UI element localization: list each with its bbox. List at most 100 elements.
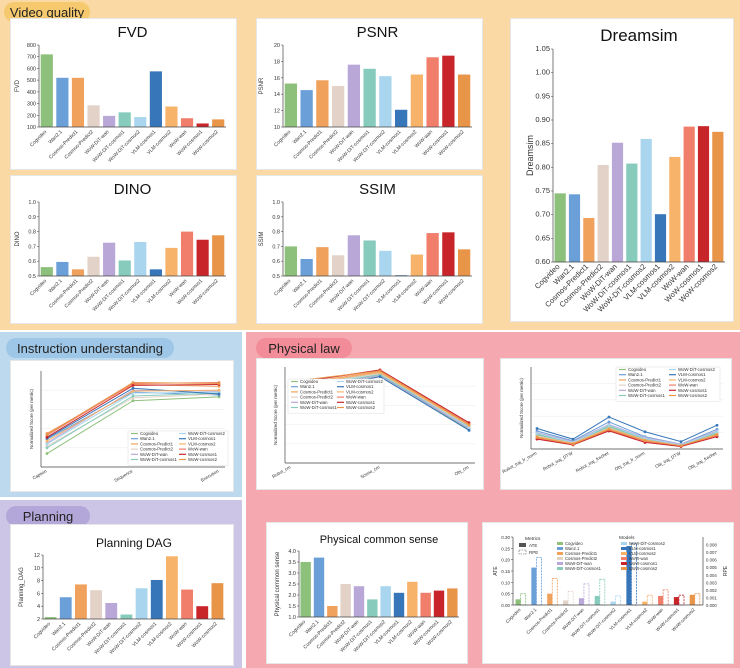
bar-cogvideo: [284, 83, 298, 127]
series-point: [45, 432, 49, 436]
legend-label-rpe: RPE: [529, 550, 538, 555]
x-tick-label: Cogvideo: [288, 619, 307, 638]
bar-cosmos-predict2: [331, 255, 345, 276]
instruction-tag: Instruction understanding: [6, 338, 174, 358]
legend-label: WoW-DiT-wan: [300, 400, 328, 405]
planning-tag: Planning: [6, 506, 90, 526]
bar-vlm-cosmos2: [165, 106, 178, 127]
y-axis-label: Normalized Score (per metric): [29, 388, 34, 449]
x-tick-label: Obj_traj_frechet: [687, 450, 718, 471]
y-tick-label: 0.20: [501, 558, 510, 563]
series-point: [535, 432, 539, 435]
chart-title: DINO: [114, 181, 152, 198]
x-tick-label: Robot_traj_fr_norm: [501, 450, 537, 474]
bar-cogvideo: [40, 54, 53, 127]
y-axis-label: Normalized Score (per metric): [519, 377, 524, 438]
series-point: [45, 444, 49, 448]
legend-label: Cosmos-Predict2: [300, 395, 334, 400]
bar-wow-dit-cosmos1: [120, 614, 133, 619]
legend-label: Wan2.1: [628, 372, 643, 377]
y-tick-label: 2.5: [288, 582, 296, 588]
y-tick-label: 300: [27, 102, 36, 108]
series-point: [643, 439, 647, 443]
legend-label: WoW-DiT-wan: [628, 388, 656, 393]
ate-bar: [578, 598, 584, 605]
series-point: [535, 427, 539, 430]
y-tick-label: 0.6: [272, 259, 280, 265]
series-point: [217, 390, 221, 394]
legend-label: WoW-wan: [629, 556, 649, 561]
x-tick-label: Sequence: [113, 468, 133, 483]
series-point: [467, 426, 471, 429]
bar-cosmos-predict1: [327, 606, 338, 617]
series-point: [535, 436, 539, 439]
y-tick-label: 0.85: [535, 139, 550, 148]
bar-vlm-cosmos2: [165, 247, 178, 276]
y-tick-label: 0.8: [272, 230, 280, 236]
series-point: [217, 395, 221, 399]
bar-cogvideo: [284, 246, 298, 276]
y-tick-label: 0.9: [272, 215, 280, 221]
legend-label-ate: ATE: [529, 543, 537, 548]
y-tick-label: 1.0: [28, 200, 36, 206]
instruction-line-chart: Caption Sequence Execution Normalized Score…: [10, 360, 234, 492]
series-point: [131, 396, 135, 400]
y-tick-label: 100: [27, 125, 36, 131]
x-tick-label: Obj_traj_DTW: [654, 450, 682, 469]
bar-wow-cosmos2: [712, 131, 724, 262]
bar-vlm-cosmos2: [407, 581, 418, 617]
legend-label: WoW-DiT-cosmos2: [629, 541, 666, 546]
bar-wow-dit-cosmos2: [134, 241, 147, 276]
ate-bar: [610, 601, 616, 605]
bar-wow-cosmos1: [196, 606, 209, 619]
series-point: [217, 392, 221, 396]
legend-label: Cosmos-Predict2: [628, 383, 662, 388]
y-axis-label: SSIM: [259, 232, 265, 247]
rpe-bar: [567, 591, 574, 606]
y-right-tick-label: 0.001: [706, 595, 717, 600]
bar-wow-wan: [426, 233, 439, 276]
x-tick-label: Cogvideo: [29, 278, 48, 297]
bar-vlm-cosmos2: [410, 74, 424, 127]
bar-wow-cosmos2: [457, 74, 471, 127]
bar-wow-wan: [180, 231, 194, 276]
y-tick-label: 8: [37, 579, 40, 585]
rpe-bar: [615, 595, 622, 606]
bar-wow-wan: [180, 118, 194, 127]
legend-label: WoW-cosmos2: [629, 566, 658, 571]
x-tick-label: Scene_cm: [360, 464, 381, 479]
chart-title: Dreamsim: [600, 26, 677, 45]
series-point: [607, 420, 611, 424]
legend-label: VLM-cosmos2: [188, 441, 216, 446]
legend-label: WoW-cosmos1: [188, 452, 218, 457]
legend-label: VLM-cosmos1: [629, 546, 656, 551]
series-point: [715, 423, 719, 427]
physical-law-scene-chart: Robot_cm Scene_cm Obj_cm Normalized Score (…: [256, 358, 484, 490]
legend-label: Cogvideo: [565, 541, 583, 546]
bar-wow-dit-cosmos1: [626, 163, 638, 262]
legend-label: Cogvideo: [628, 367, 647, 372]
y-tick-label: 2: [37, 617, 40, 623]
bar-wow-wan: [426, 57, 439, 127]
y-tick-label: 4.0: [288, 549, 296, 555]
y-tick-label: 0.30: [501, 535, 510, 540]
y-tick-label: 400: [27, 90, 36, 96]
series-point: [131, 389, 135, 393]
chart-title: Planning DAG: [96, 536, 172, 550]
bar-wow-dit-cosmos2: [380, 586, 391, 617]
y-tick-label: 14: [274, 92, 280, 98]
y-tick-label: 700: [27, 55, 36, 61]
legend-swatch-ate: [519, 543, 526, 547]
series-point: [571, 437, 575, 441]
series-line-wow-cosmos1: [536, 430, 718, 448]
y-tick-label: 20: [274, 43, 280, 49]
y-tick-label: 3.5: [288, 560, 296, 566]
bar-wow-cosmos1: [442, 232, 455, 276]
legend-label: VLM-cosmos2: [346, 389, 374, 394]
bar-wow-dit-cosmos1: [363, 240, 376, 276]
bar-cogvideo: [554, 193, 566, 262]
legend-swatch: [557, 567, 563, 570]
x-tick-label: Cogvideo: [29, 129, 48, 148]
physical-law-trajectory-chart: Robot_traj_fr_norm Robot_traj_DTW Robot_tr…: [500, 358, 732, 490]
y-tick-label: 0.75: [535, 186, 550, 195]
